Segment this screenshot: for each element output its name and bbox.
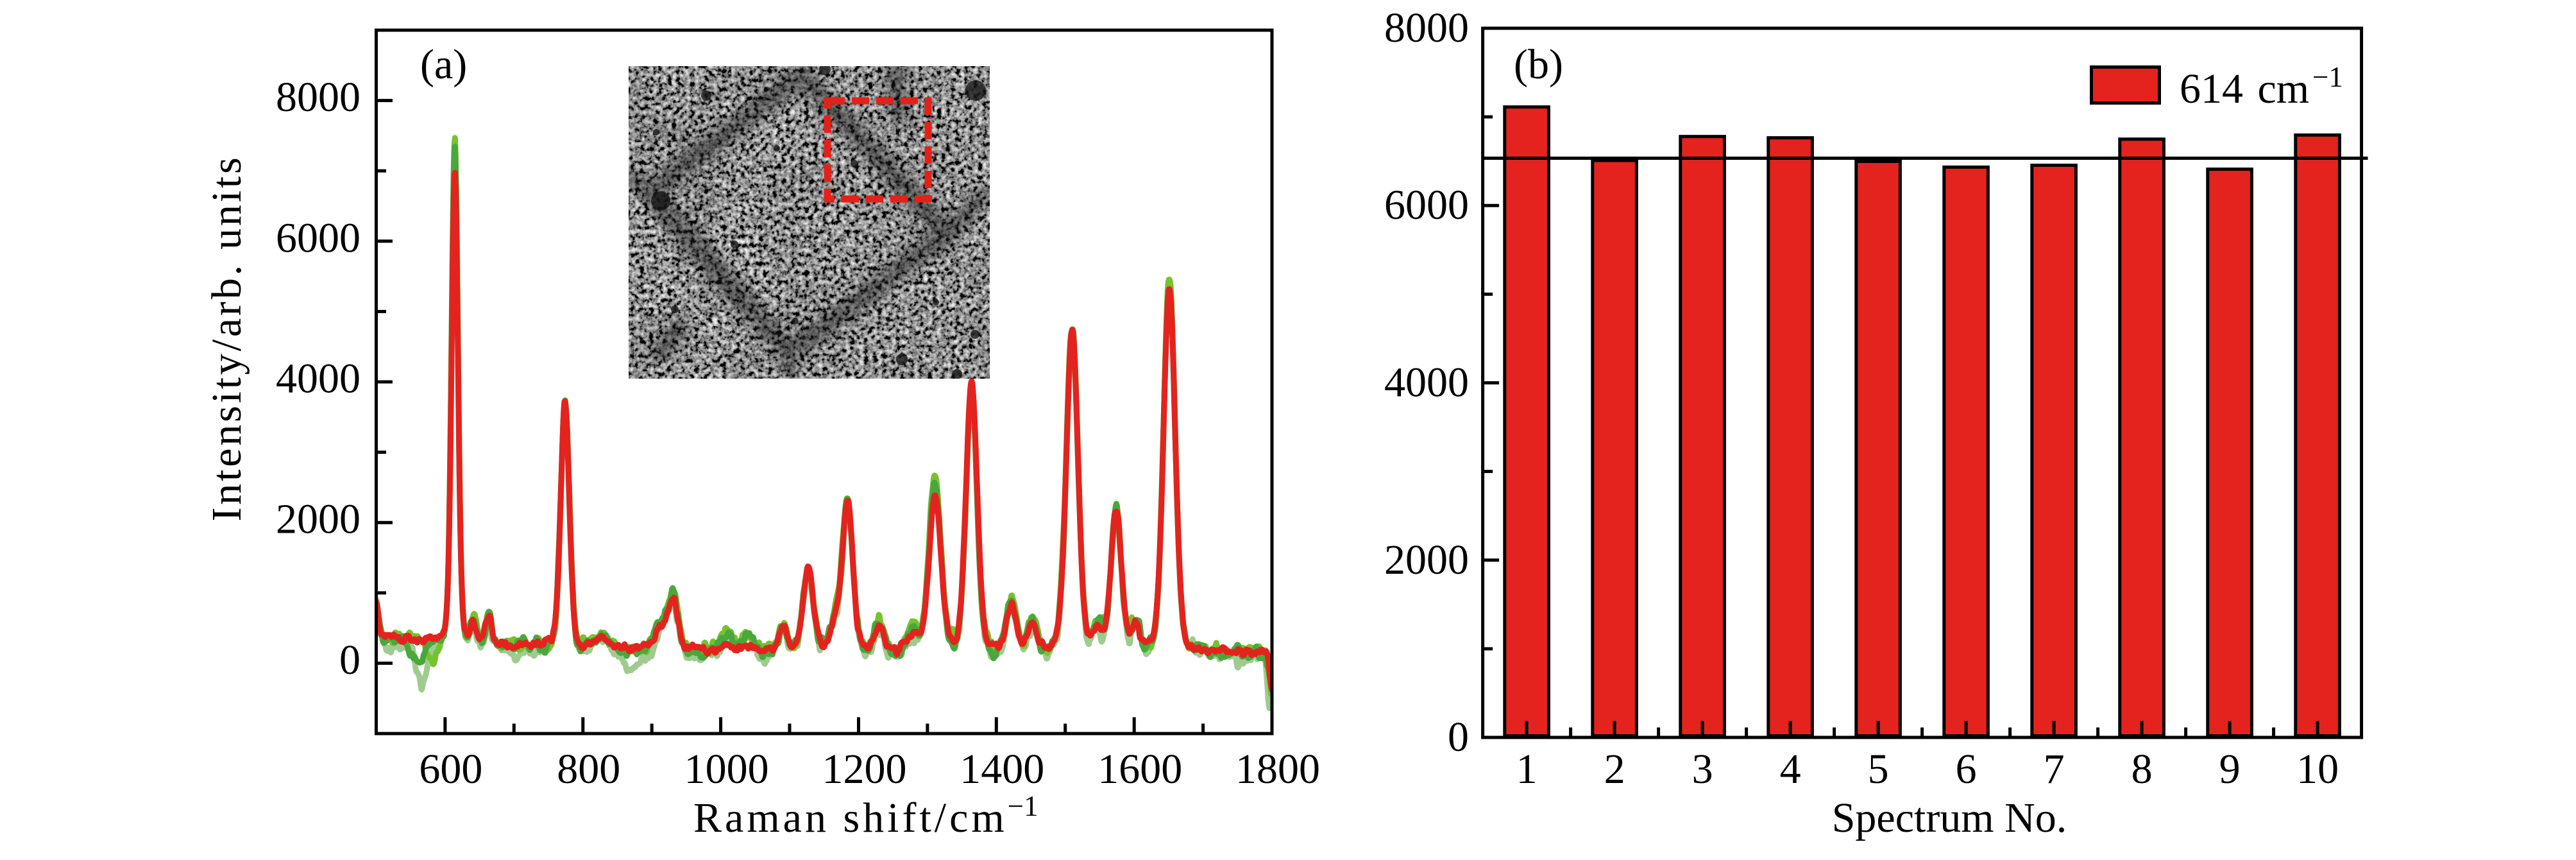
svg-text:0: 0 xyxy=(339,637,360,684)
svg-text:6: 6 xyxy=(1956,746,1977,793)
svg-text:5: 5 xyxy=(1868,746,1889,793)
svg-text:614 cm−1: 614 cm −1 xyxy=(2180,61,2343,112)
svg-text:1200: 1200 xyxy=(822,746,907,793)
svg-text:8: 8 xyxy=(2131,746,2153,793)
svg-text:1000: 1000 xyxy=(684,746,769,793)
svg-text:4: 4 xyxy=(1780,746,1801,793)
svg-text:8000: 8000 xyxy=(276,74,360,121)
svg-text:1: 1 xyxy=(1516,746,1538,793)
svg-text:4000: 4000 xyxy=(1384,359,1469,406)
svg-text:0: 0 xyxy=(1448,714,1469,761)
svg-text:800: 800 xyxy=(557,746,620,793)
svg-text:(b): (b) xyxy=(1514,41,1563,88)
svg-text:1800: 1800 xyxy=(1235,746,1320,793)
svg-text:7: 7 xyxy=(2044,746,2065,793)
svg-text:6000: 6000 xyxy=(1384,182,1469,228)
svg-text:3: 3 xyxy=(1692,746,1713,793)
svg-text:2000: 2000 xyxy=(276,496,360,543)
svg-text:(a): (a) xyxy=(420,41,467,88)
svg-text:600: 600 xyxy=(419,746,482,793)
svg-text:Raman shift/cm−1: Raman shift/cm−1 xyxy=(693,790,1038,841)
svg-text:9: 9 xyxy=(2219,746,2241,793)
svg-text:2: 2 xyxy=(1604,746,1625,793)
svg-text:1600: 1600 xyxy=(1097,746,1182,793)
svg-text:1400: 1400 xyxy=(960,746,1044,793)
svg-text:10: 10 xyxy=(2296,746,2339,793)
svg-text:Intensity/arb. units: Intensity/arb. units xyxy=(203,155,250,522)
svg-text:6000: 6000 xyxy=(276,214,360,261)
svg-text:4000: 4000 xyxy=(276,356,360,402)
svg-text:2000: 2000 xyxy=(1384,537,1469,583)
svg-text:8000: 8000 xyxy=(1384,4,1469,51)
svg-text:Spectrum No.: Spectrum No. xyxy=(1832,795,2067,841)
